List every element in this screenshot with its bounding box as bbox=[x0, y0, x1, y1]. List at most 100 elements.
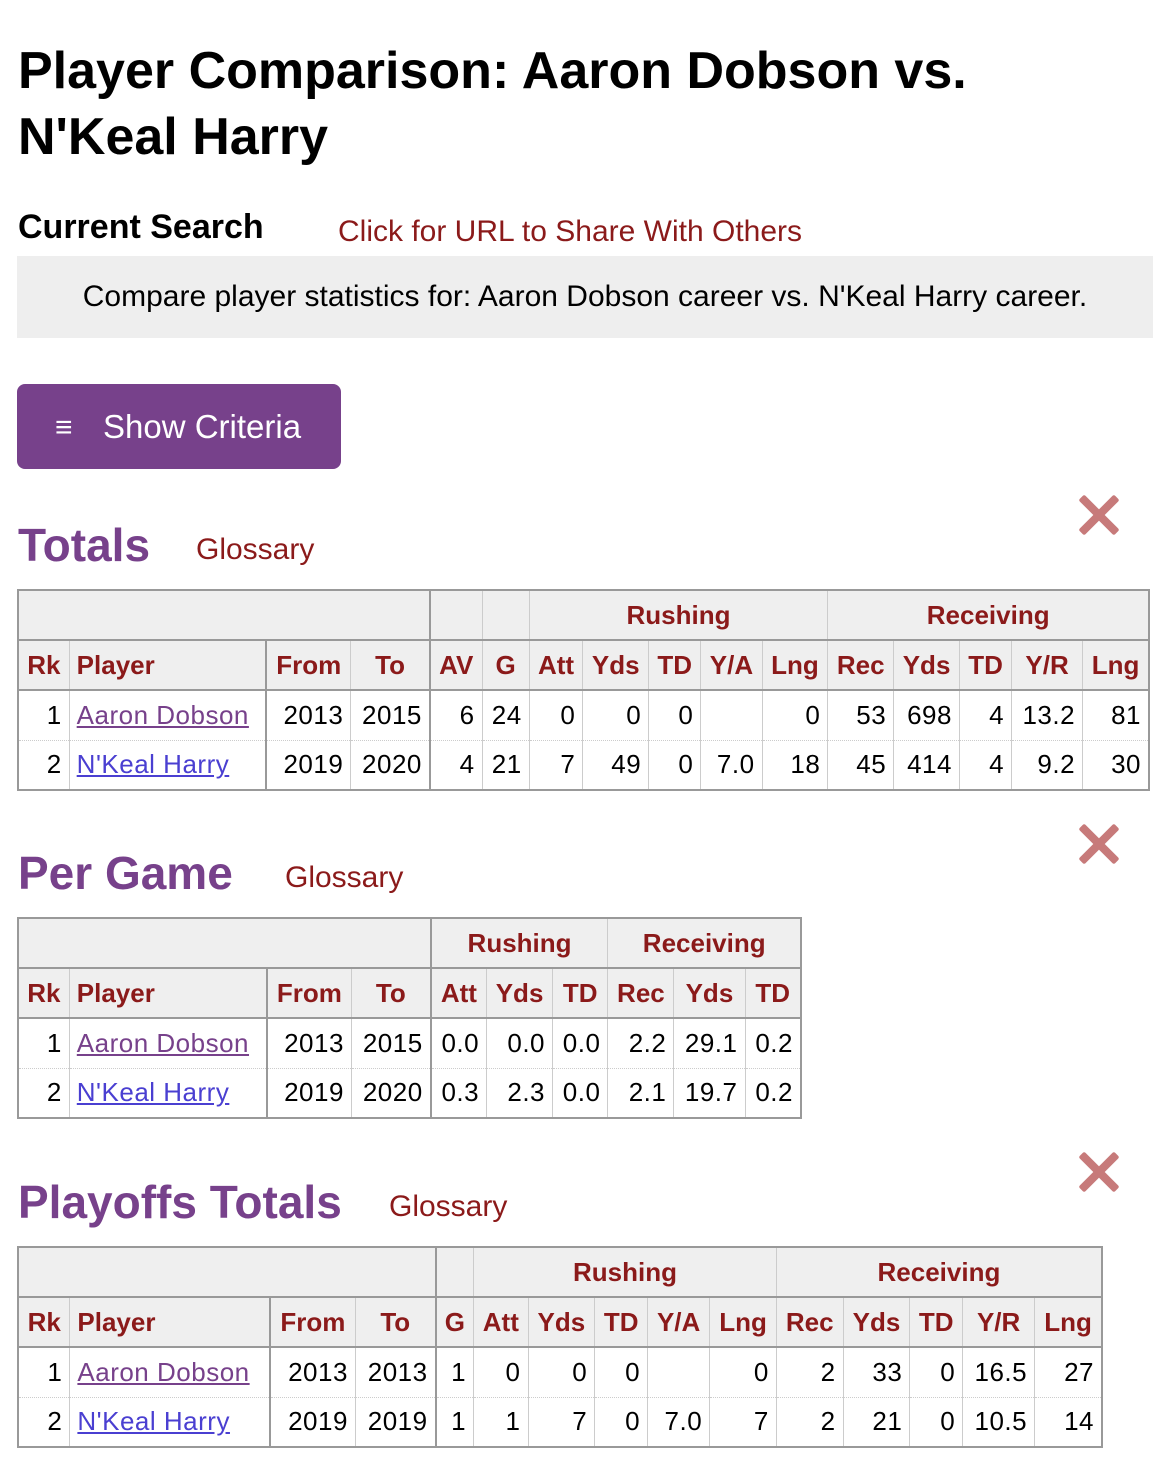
stat-cell: 29.1 bbox=[673, 1018, 746, 1069]
player-link[interactable]: N'Keal Harry bbox=[76, 749, 230, 780]
column-header[interactable]: AV bbox=[429, 640, 483, 691]
column-header[interactable]: Rec bbox=[776, 1297, 844, 1348]
column-header[interactable]: Lng bbox=[762, 640, 829, 691]
stat-cell: 16.5 bbox=[962, 1347, 1036, 1398]
per-game-glossary-link[interactable]: Glossary bbox=[285, 861, 404, 894]
stat-cell: 698 bbox=[893, 690, 960, 741]
stat-cell: 0 bbox=[582, 690, 650, 741]
column-header[interactable]: Y/A bbox=[700, 640, 763, 691]
column-header[interactable]: Player bbox=[69, 640, 268, 691]
playoffs-totals-table: Rushing Receiving Rk Player From To G Att Yds T… bbox=[17, 1246, 1103, 1448]
stat-cell: 0.2 bbox=[745, 1018, 802, 1069]
column-header[interactable]: TD bbox=[552, 968, 609, 1019]
column-header[interactable]: Y/A bbox=[647, 1297, 711, 1348]
column-header[interactable]: Y/R bbox=[1011, 640, 1084, 691]
stat-cell: 21 bbox=[482, 740, 530, 791]
column-header[interactable]: Y/R bbox=[962, 1297, 1036, 1348]
totals-title: Totals bbox=[18, 519, 151, 571]
stat-cell: 2.1 bbox=[607, 1068, 675, 1119]
column-header[interactable]: G bbox=[435, 1297, 475, 1348]
stat-cell: 14 bbox=[1034, 1397, 1103, 1448]
stat-cell: 2 bbox=[776, 1397, 844, 1448]
stat-cell: 1 bbox=[473, 1397, 529, 1448]
stat-cell: 7.0 bbox=[647, 1397, 711, 1448]
player-link[interactable]: Aaron Dobson bbox=[76, 1027, 250, 1058]
per-game-close-icon[interactable] bbox=[1077, 822, 1121, 866]
stat-cell: 49 bbox=[582, 740, 650, 791]
stat-cell: 0 bbox=[473, 1347, 529, 1398]
column-header[interactable]: TD bbox=[745, 968, 802, 1019]
stat-cell: 2 bbox=[18, 740, 70, 791]
player-link[interactable]: Aaron Dobson bbox=[76, 699, 249, 730]
show-criteria-button[interactable]: ≡ Show Criteria bbox=[17, 384, 341, 469]
column-header[interactable]: To bbox=[351, 968, 432, 1019]
column-header[interactable]: To bbox=[355, 1297, 437, 1348]
column-header[interactable]: Yds bbox=[893, 640, 960, 691]
stat-cell: 0.0 bbox=[430, 1018, 488, 1069]
column-header[interactable]: G bbox=[482, 640, 530, 691]
column-header[interactable]: Lng bbox=[1034, 1297, 1103, 1348]
current-search-box: Compare player statistics for: Aaron Dob… bbox=[17, 256, 1153, 338]
stat-cell: 0 bbox=[909, 1397, 964, 1448]
column-header[interactable]: Player bbox=[69, 968, 268, 1019]
stat-cell: 2013 bbox=[266, 690, 352, 741]
stat-cell: 4 bbox=[959, 690, 1013, 741]
stat-cell: 10.5 bbox=[962, 1397, 1036, 1448]
share-url-link[interactable]: Click for URL to Share With Others bbox=[338, 215, 803, 248]
column-header[interactable]: TD bbox=[594, 1297, 649, 1348]
player-link[interactable]: N'Keal Harry bbox=[77, 1406, 230, 1437]
stat-cell: 13.2 bbox=[1011, 690, 1084, 741]
stat-cell: 2 bbox=[18, 1068, 70, 1119]
rushing-group-header: Rushing bbox=[529, 590, 829, 641]
player-link[interactable]: N'Keal Harry bbox=[76, 1077, 230, 1108]
column-header[interactable]: Lng bbox=[709, 1297, 777, 1348]
column-header[interactable]: Att bbox=[473, 1297, 529, 1348]
column-header[interactable]: Player bbox=[69, 1297, 271, 1348]
stat-cell: 1 bbox=[435, 1347, 475, 1398]
column-header[interactable]: Yds bbox=[528, 1297, 596, 1348]
menu-icon: ≡ bbox=[55, 411, 73, 444]
column-header[interactable]: Rk bbox=[18, 968, 70, 1019]
stat-cell: 2013 bbox=[269, 1347, 356, 1398]
totals-close-icon[interactable] bbox=[1077, 493, 1121, 537]
column-header[interactable]: TD bbox=[959, 640, 1013, 691]
stat-cell: 2 bbox=[18, 1397, 71, 1448]
column-header[interactable]: Att bbox=[430, 968, 488, 1019]
stat-cell: 0.0 bbox=[552, 1018, 609, 1069]
stat-cell: 7 bbox=[709, 1397, 777, 1448]
column-header[interactable]: Yds bbox=[673, 968, 746, 1019]
column-header[interactable]: Rk bbox=[18, 1297, 71, 1348]
stat-cell: 7 bbox=[529, 740, 584, 791]
column-header[interactable]: From bbox=[269, 1297, 356, 1348]
column-header[interactable]: From bbox=[266, 640, 352, 691]
playoffs-glossary-link[interactable]: Glossary bbox=[389, 1190, 508, 1223]
column-header[interactable]: Yds bbox=[843, 1297, 911, 1348]
playoffs-close-icon[interactable] bbox=[1077, 1150, 1121, 1194]
stat-cell: 2.2 bbox=[607, 1018, 675, 1069]
stat-cell: 1 bbox=[18, 690, 70, 741]
stat-cell: 27 bbox=[1034, 1347, 1103, 1398]
table-row: 1 Aaron Dobson 2013 2015 0.0 0.0 0.0 2.2 29.1 0.2 bbox=[18, 1018, 802, 1069]
column-header[interactable]: To bbox=[350, 640, 431, 691]
over-blank bbox=[435, 1247, 475, 1298]
receiving-group-header: Receiving bbox=[827, 590, 1150, 641]
stat-cell: 24 bbox=[482, 690, 530, 741]
column-header[interactable]: Yds bbox=[486, 968, 554, 1019]
column-header[interactable]: From bbox=[266, 968, 352, 1019]
column-header[interactable]: TD bbox=[909, 1297, 964, 1348]
column-header[interactable]: Rec bbox=[827, 640, 895, 691]
player-cell: N'Keal Harry bbox=[69, 740, 268, 791]
column-header[interactable]: Lng bbox=[1082, 640, 1150, 691]
column-header[interactable]: TD bbox=[648, 640, 702, 691]
player-link[interactable]: Aaron Dobson bbox=[77, 1356, 250, 1387]
stat-cell: 2019 bbox=[266, 740, 352, 791]
column-header[interactable]: Att bbox=[529, 640, 584, 691]
totals-glossary-link[interactable]: Glossary bbox=[196, 533, 315, 566]
over-blank bbox=[482, 590, 530, 641]
per-game-table: Rushing Receiving Rk Player From To Att Yds TD… bbox=[17, 917, 802, 1119]
column-header[interactable]: Rec bbox=[607, 968, 675, 1019]
stat-cell: 2015 bbox=[350, 690, 431, 741]
column-header[interactable]: Yds bbox=[582, 640, 650, 691]
column-header[interactable]: Rk bbox=[18, 640, 70, 691]
stat-cell: 0 bbox=[648, 740, 702, 791]
